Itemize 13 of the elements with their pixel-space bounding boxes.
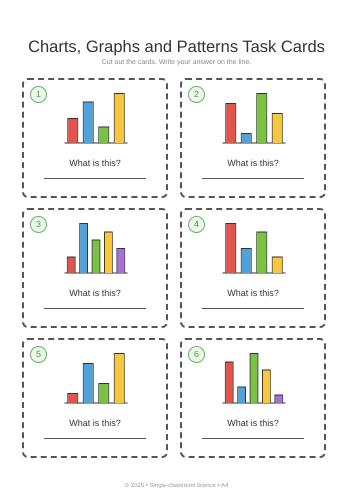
text: What is this?	[226, 418, 280, 428]
chart-title: 6	[188, 346, 205, 363]
text: Charts, Graphs and Patterns Task Cards	[27, 38, 326, 57]
text: What is this?	[226, 288, 280, 298]
text: What is this?	[68, 158, 122, 168]
text: What is this?	[68, 288, 122, 298]
text: What is this?	[226, 158, 280, 168]
text: What is this?	[68, 418, 122, 428]
chart-title: 1	[30, 86, 47, 103]
chart-title: 4	[188, 216, 205, 233]
chart-title: 5	[30, 346, 47, 363]
chart-title: 2	[188, 86, 205, 103]
chart-title: 3	[30, 216, 47, 233]
